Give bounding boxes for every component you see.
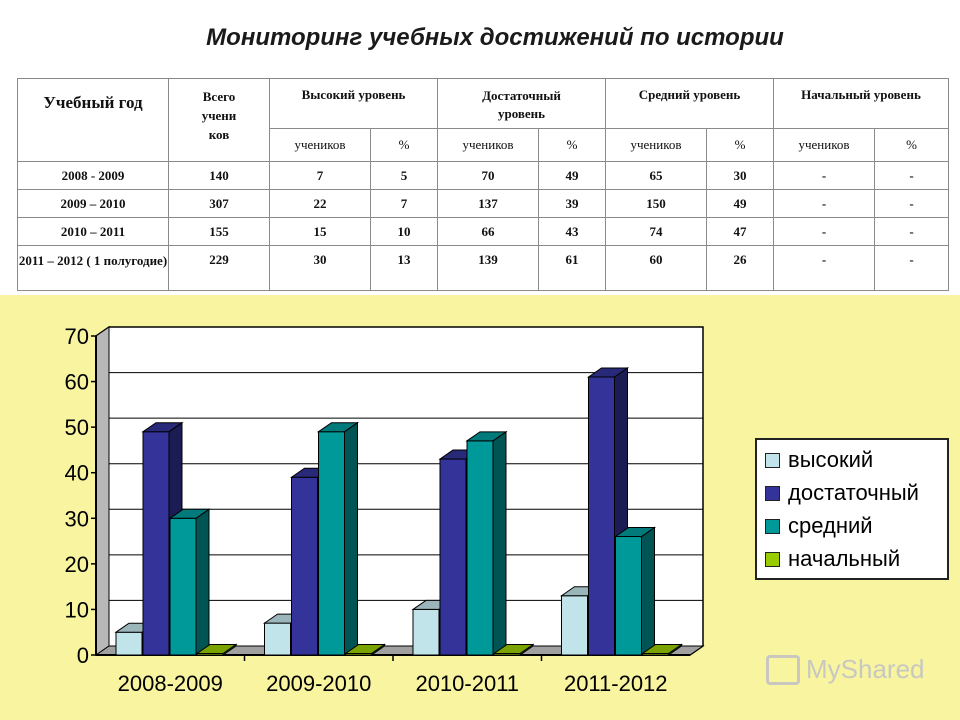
sub-header-count: учеников (437, 128, 539, 162)
bar (115, 631, 143, 656)
table-row: 2010 – 2011 155 15 10 66 43 74 47 - - (17, 217, 949, 246)
legend-item: достаточный (765, 480, 919, 505)
level-header-sufficient: Достаточный уровень (437, 78, 606, 129)
bar (561, 595, 588, 656)
level-header-high: Высокий уровень (269, 78, 438, 129)
table-cell: 7 (269, 161, 371, 190)
table-cell: 229 (168, 245, 270, 291)
results-table: Учебный год Всего учени ков Высокий уровен… (17, 78, 949, 291)
table-cell: 49 (538, 161, 606, 190)
bar-top (343, 644, 387, 654)
legend-swatch-high (765, 452, 780, 468)
y-tick-label: 10 (65, 597, 89, 622)
bar-side (195, 508, 210, 656)
x-tick-label: 2008-2009 (118, 671, 223, 696)
bar-top (195, 644, 238, 654)
y-tick-label: 70 (65, 324, 89, 349)
table-cell: 26 (706, 245, 774, 291)
bar-side (344, 421, 358, 656)
table-row: 2008 - 2009 140 7 5 70 49 65 30 - - (17, 161, 949, 190)
table-cell: - (874, 245, 949, 291)
bar (439, 458, 467, 656)
x-tick-label: 2010-2011 (415, 671, 519, 696)
bar-top (492, 644, 535, 654)
bar (142, 431, 170, 656)
bar-top (465, 431, 508, 442)
bar (466, 440, 494, 656)
table-cell: 65 (605, 161, 707, 190)
chart-legend: высокий достаточный средний начальный (755, 438, 949, 580)
table-cell: - (773, 189, 875, 218)
legend-swatch-sufficient (765, 485, 780, 501)
table-cell: - (773, 245, 875, 291)
table-cell: - (874, 189, 949, 218)
table-cell-year: 2011 – 2012 ( 1 полугодие) (17, 245, 169, 291)
legend-label: средний (788, 513, 873, 538)
side-wall (95, 326, 110, 656)
bar-top (613, 527, 657, 538)
x-tick-label: 2011-2012 (564, 671, 668, 696)
table-cell: 47 (706, 217, 774, 246)
level-header-average: Средний уровень (605, 78, 774, 129)
bar-top (316, 422, 360, 433)
page-title: Мониторинг учебных достижений по истории (206, 24, 784, 51)
bar-side (641, 526, 655, 656)
bar (318, 431, 345, 656)
bar (169, 517, 197, 656)
legend-label: достаточный (788, 480, 919, 505)
total-header: Всего учени ков (168, 78, 270, 162)
bar-top (640, 644, 684, 654)
y-tick-label: 40 (65, 461, 89, 486)
watermark-text: MyShared (806, 654, 925, 684)
y-tick-label: 60 (65, 370, 89, 395)
watermark: MyShared (766, 654, 925, 685)
year-header: Учебный год (17, 78, 169, 162)
table-cell: 49 (706, 189, 774, 218)
table-cell: 10 (370, 217, 438, 246)
bar (291, 476, 318, 656)
bar-top (168, 508, 211, 519)
y-tick-label: 0 (77, 643, 89, 668)
presentation-icon (766, 654, 800, 685)
legend-label: начальный (788, 546, 901, 571)
legend-item: высокий (765, 447, 874, 472)
x-tick-label: 2009-2010 (266, 671, 371, 696)
sub-header-count: учеников (605, 128, 707, 162)
table-cell: - (874, 217, 949, 246)
legend-label: высокий (788, 447, 874, 472)
bar (588, 376, 615, 656)
legend-item: средний (765, 513, 873, 538)
table-cell: 61 (538, 245, 606, 291)
legend-swatch-initial (765, 551, 780, 567)
table-cell: 155 (168, 217, 270, 246)
bar-top (141, 422, 184, 433)
bar (412, 608, 440, 656)
table-cell: 139 (437, 245, 539, 291)
y-tick-label: 30 (65, 506, 89, 531)
legend-item: начальный (765, 546, 901, 571)
table-cell: 150 (605, 189, 707, 218)
legend-swatch-average (765, 518, 780, 534)
y-tick-label: 20 (65, 552, 89, 577)
y-tick-label: 50 (65, 415, 89, 440)
bar-top (586, 367, 630, 378)
table-cell: 13 (370, 245, 438, 291)
bar (264, 622, 291, 656)
bar (615, 536, 642, 656)
table-cell: 137 (437, 189, 539, 218)
bar-side (492, 430, 507, 656)
table-cell: 60 (605, 245, 707, 291)
table-cell: 15 (269, 217, 371, 246)
table-row: 2011 – 2012 ( 1 полугодие) 229 30 13 139… (17, 245, 949, 291)
table-cell: 7 (370, 189, 438, 218)
